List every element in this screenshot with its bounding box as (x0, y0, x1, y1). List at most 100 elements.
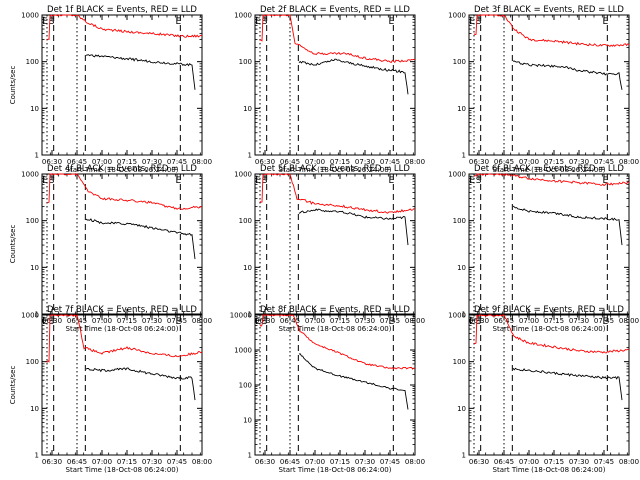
chart-title: Det 8f BLACK = Events, RED = LLD (260, 305, 410, 315)
x-tick-label: 07:45 (594, 317, 614, 325)
x-tick-label: 07:15 (544, 458, 564, 466)
y-tick-label: 100 (239, 382, 252, 390)
x-axis-label: Start Time (18-Oct-08 06:24:00) (279, 325, 392, 333)
x-tick-label: 07:45 (167, 317, 187, 325)
x-tick-label: 07:30 (569, 317, 589, 325)
plot-frame (254, 14, 416, 156)
y-tick-label: 1 (35, 152, 39, 160)
event-marker-e: E (175, 17, 181, 27)
events-series-line (298, 353, 409, 410)
y-tick-label: 100 (453, 217, 466, 225)
x-tick-label: 08:00 (619, 158, 639, 166)
y-tick-label: 1 (35, 311, 39, 319)
x-tick-label: 07:00 (519, 158, 539, 166)
y-tick-label: 10 (30, 405, 39, 413)
y-tick-label: 10 (30, 105, 39, 113)
x-tick-label: 06:45 (280, 458, 300, 466)
event-marker-e: E (388, 317, 394, 327)
x-axis-label: Start Time (18-Oct-08 06:24:00) (493, 466, 606, 474)
x-tick-label: 07:45 (167, 458, 187, 466)
plot-frame (468, 14, 630, 156)
event-marker-s: S (49, 317, 55, 327)
x-tick-label: 07:30 (355, 458, 375, 466)
detector-panel-3: Det 3f BLACK = Events, RED = LLD 1 10 100 10… (448, 5, 639, 174)
event-marker-e: E (175, 317, 181, 327)
lld-series-line (259, 173, 416, 214)
x-axis-label: Start Time (18-Oct-08 06:24:00) (66, 166, 179, 174)
lld-series-line (259, 14, 416, 64)
plot-frame (468, 314, 630, 456)
event-marker-s: S (262, 17, 268, 27)
x-tick-label: 06:30 (42, 458, 62, 466)
x-tick-label: 07:30 (355, 317, 375, 325)
event-marker-e: E (255, 17, 261, 27)
x-axis-label: Start Time (18-Oct-08 06:24:00) (493, 166, 606, 174)
y-tick-label: 1000 (21, 312, 39, 320)
x-axis-label: Start Time (18-Oct-08 06:24:00) (66, 325, 179, 333)
plot-frame (254, 173, 416, 315)
lld-series-line (46, 14, 203, 41)
y-tick-label: 1 (248, 311, 252, 319)
x-tick-label: 07:30 (355, 158, 375, 166)
x-tick-label: 07:15 (117, 317, 137, 325)
x-tick-label: 06:30 (255, 158, 275, 166)
events-series-line (85, 367, 196, 401)
x-tick-label: 08:00 (405, 158, 425, 166)
x-tick-label: 08:00 (192, 158, 212, 166)
chart-title: Det 7f BLACK = Events, RED = LLD (47, 305, 197, 315)
plot-frame (254, 314, 416, 456)
event-marker-s: S (476, 17, 482, 27)
y-axis-label: Counts/sec (9, 366, 17, 405)
detector-panel-6: Det 6f BLACK = Events, RED = LLD 1 10 100 10… (448, 164, 639, 333)
y-tick-label: 100 (26, 217, 39, 225)
x-tick-label: 07:30 (569, 158, 589, 166)
x-tick-label: 07:00 (305, 458, 325, 466)
plot-frame (41, 173, 203, 315)
detector-panel-8: Det 8f BLACK = Events, RED = LLD11010010… (230, 305, 425, 474)
plot-frame (41, 14, 203, 156)
y-tick-label: 1 (248, 452, 252, 460)
event-marker-e: E (469, 17, 475, 27)
y-tick-label: 100 (453, 358, 466, 366)
plot-frame (41, 314, 203, 456)
chart-title: Det 3f BLACK = Events, RED = LLD (474, 5, 624, 15)
detector-panel-1: Det 1f BLACK = Events, RED = LLD 1 10 100 10… (9, 5, 212, 174)
x-axis-label: Start Time (18-Oct-08 06:24:00) (279, 166, 392, 174)
chart-title: Det 4f BLACK = Events, RED = LLD (47, 164, 197, 174)
lld-series-line (473, 314, 630, 354)
y-tick-label: 1000 (448, 12, 466, 20)
y-tick-label: 1000 (234, 347, 252, 355)
events-series-line (298, 58, 409, 95)
event-marker-s: S (49, 176, 55, 186)
x-tick-label: 07:45 (167, 158, 187, 166)
x-tick-label: 08:00 (619, 458, 639, 466)
x-tick-label: 07:30 (142, 458, 162, 466)
chart-title: Det 2f BLACK = Events, RED = LLD (260, 5, 410, 15)
x-tick-label: 06:45 (494, 458, 514, 466)
detector-panel-5: Det 5f BLACK = Events, RED = LLD 1 10 100 10… (234, 164, 425, 333)
x-tick-label: 07:15 (330, 317, 350, 325)
lld-series-line (259, 314, 416, 370)
y-tick-label: 10 (243, 105, 252, 113)
x-tick-label: 07:30 (142, 158, 162, 166)
y-tick-label: 100 (239, 217, 252, 225)
chart-title: Det 9f BLACK = Events, RED = LLD (474, 305, 624, 315)
event-marker-e: E (388, 17, 394, 27)
x-tick-label: 06:45 (494, 317, 514, 325)
y-tick-label: 1000 (21, 171, 39, 179)
event-marker-s: S (476, 317, 482, 327)
x-tick-label: 07:30 (142, 317, 162, 325)
event-marker-e: E (602, 317, 608, 327)
event-marker-e: E (602, 17, 608, 27)
event-marker-e: E (388, 176, 394, 186)
x-tick-label: 07:15 (117, 458, 137, 466)
events-series-line (85, 54, 196, 90)
y-tick-label: 1000 (234, 12, 252, 20)
lld-series-line (46, 173, 203, 210)
x-tick-label: 07:45 (380, 158, 400, 166)
events-series-line (512, 60, 623, 90)
x-tick-label: 07:45 (380, 458, 400, 466)
y-tick-label: 1000 (21, 12, 39, 20)
event-marker-s: S (476, 176, 482, 186)
x-tick-label: 06:45 (280, 317, 300, 325)
